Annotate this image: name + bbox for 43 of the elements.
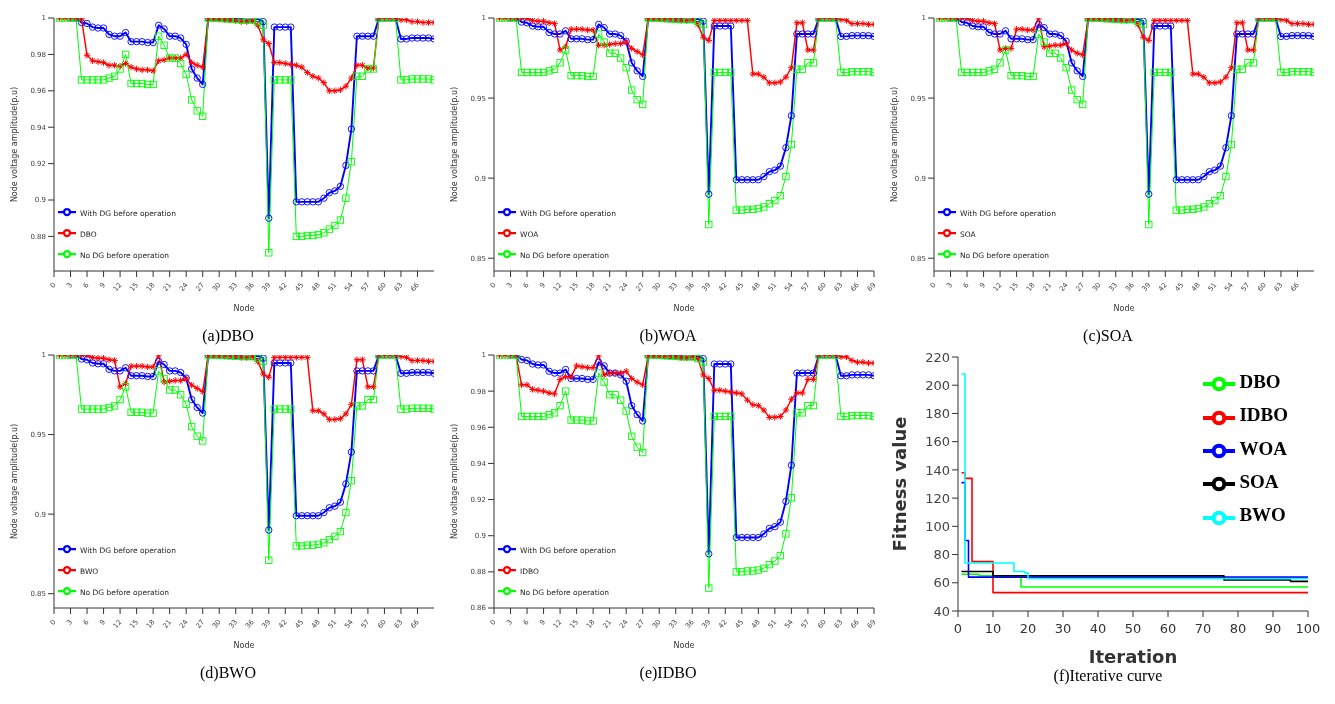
y-tick-label: 160: [925, 434, 950, 450]
x-tick-label: 40: [1089, 621, 1107, 636]
y-tick-label: 220: [925, 349, 950, 365]
x-tick-label: 90: [1264, 621, 1282, 636]
x-tick-label: 60: [1159, 621, 1177, 636]
y-axis-title: Node voltage amplitude(p.u): [9, 423, 19, 540]
y-tick-label: 120: [925, 490, 950, 506]
legend-label: DBO: [1239, 371, 1281, 392]
x-axis-title: Node: [673, 304, 695, 313]
legend-label: SOA: [1239, 470, 1279, 492]
y-axis-title: Node voltage amplitude(p.u): [9, 86, 19, 203]
x-tick-label: 80: [1229, 621, 1247, 636]
x-tick-label: 50: [1124, 621, 1142, 636]
y-tick-label: 140: [925, 462, 950, 478]
text: (c)SOA: [1082, 327, 1134, 345]
x-tick-label: 70: [1194, 621, 1212, 636]
legend-label: BWO: [1239, 504, 1286, 526]
x-tick-label: 20: [1019, 621, 1037, 636]
text: (d)BWO: [199, 664, 257, 682]
legend-label: IDBO: [1239, 404, 1288, 426]
legend-label: WOA: [1239, 437, 1287, 459]
x-axis-title: Node: [1113, 304, 1135, 313]
x-axis-title: Iteration: [1088, 646, 1178, 667]
x-tick-label: 10: [984, 621, 1002, 636]
x-tick-label: 0: [953, 621, 963, 636]
y-tick-label: 80: [933, 547, 950, 563]
y-tick-label: 100: [925, 518, 950, 534]
text: (a)DBO: [201, 327, 255, 345]
y-axis-title: Node voltage amplitude(p.u): [449, 423, 459, 540]
text: (b)WOA: [638, 327, 698, 345]
text: (e)IDBO: [638, 664, 698, 682]
x-axis-title: Node: [233, 641, 255, 650]
x-tick-label: 100: [1295, 621, 1321, 636]
y-axis-title: Fitness value: [889, 416, 911, 552]
x-axis-title: Node: [673, 641, 695, 650]
x-tick-label: 30: [1054, 621, 1072, 636]
y-tick-label: 200: [925, 377, 950, 393]
x-axis-title: Node: [233, 304, 255, 313]
y-axis-title: Node voltage amplitude(p.u): [449, 86, 459, 203]
text: (f)Iterative curve: [1052, 667, 1164, 685]
y-tick-label: 180: [925, 406, 950, 422]
y-tick-label: 60: [933, 575, 950, 591]
y-axis-title: Node voltage amplitude(p.u): [889, 86, 899, 203]
